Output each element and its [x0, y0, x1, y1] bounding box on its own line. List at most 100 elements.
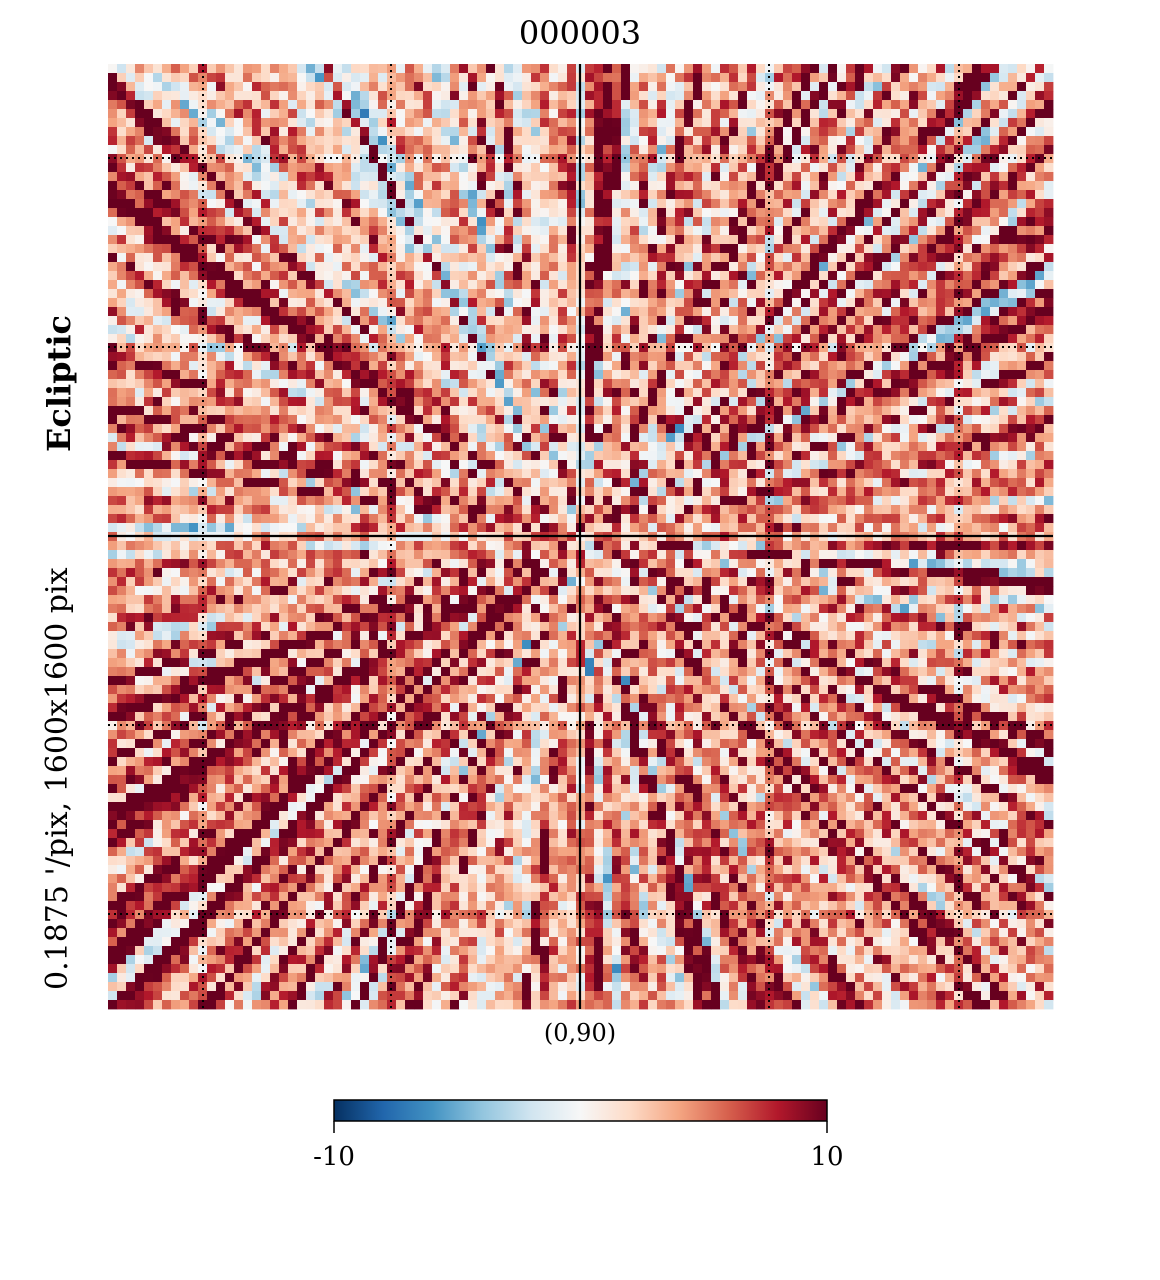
heatmap-cell: [378, 190, 388, 200]
heatmap-cell: [873, 217, 883, 227]
heatmap-cell: [306, 361, 316, 371]
heatmap-cell: [162, 217, 172, 227]
heatmap-cell: [315, 406, 325, 416]
heatmap-cell: [594, 487, 604, 497]
heatmap-cell: [288, 487, 298, 497]
heatmap-cell: [1008, 352, 1018, 362]
heatmap-cell: [630, 343, 640, 353]
heatmap-cell: [684, 64, 694, 74]
heatmap-cell: [747, 190, 757, 200]
heatmap-cell: [612, 136, 622, 146]
heatmap-cell: [126, 280, 136, 290]
heatmap-cell: [810, 82, 820, 92]
heatmap-cell: [1008, 217, 1018, 227]
heatmap-cell: [936, 73, 946, 83]
heatmap-cell: [162, 316, 172, 326]
heatmap-cell: [216, 217, 226, 227]
heatmap-cell: [864, 424, 874, 434]
heatmap-cell: [873, 451, 883, 461]
heatmap-cell: [612, 253, 622, 263]
heatmap-cell: [720, 388, 730, 398]
heatmap-cell: [756, 379, 766, 389]
heatmap-cell: [189, 253, 199, 263]
heatmap-cell: [891, 244, 901, 254]
heatmap-cell: [639, 253, 649, 263]
heatmap-cell: [270, 127, 280, 137]
heatmap-cell: [162, 298, 172, 308]
heatmap-cell: [936, 325, 946, 335]
heatmap-cell: [594, 397, 604, 407]
heatmap-cell: [684, 262, 694, 272]
heatmap-cell: [360, 226, 370, 236]
heatmap-cell: [144, 280, 154, 290]
heatmap-cell: [702, 460, 712, 470]
heatmap-cell: [405, 397, 415, 407]
heatmap-cell: [252, 271, 262, 281]
heatmap-cell: [333, 181, 343, 191]
heatmap-cell: [1026, 172, 1036, 182]
heatmap-cell: [423, 370, 433, 380]
heatmap-cell: [450, 352, 460, 362]
heatmap-cell: [540, 379, 550, 389]
heatmap-cell: [369, 298, 379, 308]
heatmap-cell: [495, 271, 505, 281]
heatmap-cell: [720, 235, 730, 245]
heatmap-cell: [810, 199, 820, 209]
heatmap-cell: [891, 460, 901, 470]
heatmap-cell: [603, 73, 613, 83]
heatmap-cell: [738, 127, 748, 137]
heatmap-cell: [297, 307, 307, 317]
heatmap-cell: [531, 271, 541, 281]
heatmap-cell: [738, 118, 748, 128]
heatmap-cell: [522, 154, 532, 164]
heatmap-cell: [189, 415, 199, 425]
heatmap-cell: [234, 316, 244, 326]
heatmap-cell: [153, 271, 163, 281]
heatmap-cell: [1035, 82, 1045, 92]
heatmap-cell: [162, 451, 172, 461]
heatmap-cell: [1026, 82, 1036, 92]
heatmap-cell: [315, 298, 325, 308]
heatmap-cell: [729, 127, 739, 137]
heatmap-cell: [882, 217, 892, 227]
heatmap-cell: [720, 298, 730, 308]
heatmap-cell: [144, 316, 154, 326]
heatmap-cell: [594, 307, 604, 317]
heatmap-cell: [612, 442, 622, 452]
heatmap-cell: [702, 100, 712, 110]
heatmap-cell: [432, 100, 442, 110]
heatmap-cell: [135, 370, 145, 380]
heatmap-cell: [423, 118, 433, 128]
heatmap-cell: [612, 424, 622, 434]
heatmap-cell: [315, 415, 325, 425]
heatmap-cell: [909, 316, 919, 326]
heatmap-cell: [963, 226, 973, 236]
heatmap-cell: [810, 181, 820, 191]
heatmap-cell: [414, 442, 424, 452]
heatmap-cell: [135, 199, 145, 209]
heatmap-cell: [981, 118, 991, 128]
heatmap-cell: [585, 145, 595, 155]
heatmap-cell: [279, 325, 289, 335]
heatmap-cell: [765, 64, 775, 74]
heatmap-cell: [720, 208, 730, 218]
heatmap-cell: [711, 316, 721, 326]
heatmap-cell: [306, 406, 316, 416]
heatmap-cell: [225, 199, 235, 209]
heatmap-cell: [945, 262, 955, 272]
heatmap-cell: [603, 451, 613, 461]
heatmap-cell: [675, 118, 685, 128]
heatmap-cell: [783, 163, 793, 173]
heatmap-cell: [990, 316, 1000, 326]
heatmap-cell: [414, 316, 424, 326]
heatmap-cell: [288, 91, 298, 101]
heatmap-cell: [855, 415, 865, 425]
heatmap-cell: [342, 100, 352, 110]
heatmap-cell: [990, 343, 1000, 353]
heatmap-cell: [711, 262, 721, 272]
heatmap-cell: [702, 217, 712, 227]
heatmap-cell: [387, 100, 397, 110]
heatmap-cell: [567, 136, 577, 146]
heatmap-cell: [171, 433, 181, 443]
heatmap-cell: [450, 100, 460, 110]
